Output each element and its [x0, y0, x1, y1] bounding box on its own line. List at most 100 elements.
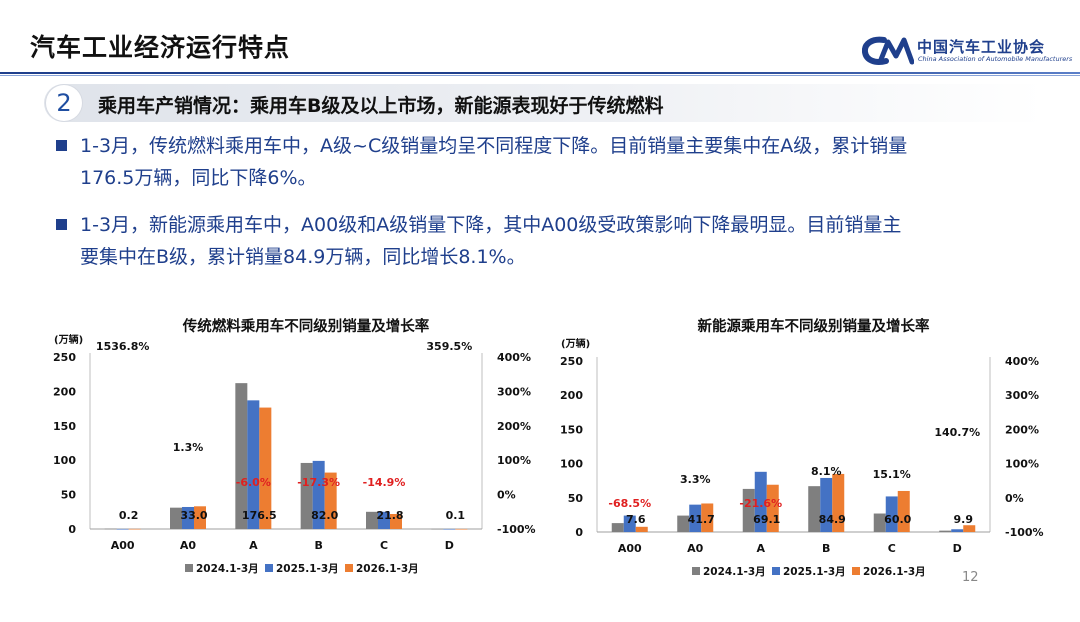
legend-swatch	[692, 567, 700, 575]
bullet-1-line-1: 1-3月，传统燃料乘用车中，A级~C级销量均呈不同程度下降。目前销量主要集中在A…	[80, 135, 908, 157]
bar-a00-0	[611, 523, 624, 532]
x-tick-label: C	[380, 539, 388, 552]
chart-new-energy: 新能源乘用车不同级别销量及增长率 (万辆) 0 50 100 150 200 250 -100%…	[552, 300, 1057, 585]
caam-logo: 中国汽车工业协会 China Association of Automobile…	[862, 34, 1072, 68]
bar-a00-2	[635, 526, 648, 532]
y2-tick-label: 200%	[497, 420, 531, 433]
bullet-2-line-2: 要集中在B级，累计销量84.9万辆，同比增长8.1%。	[80, 246, 526, 268]
growth-rate-label: 1.3%	[173, 441, 204, 454]
bar-d-2	[455, 528, 468, 530]
legend-label: 2026.1-3月	[356, 563, 419, 575]
bar-a-0	[235, 383, 248, 529]
legend-swatch	[852, 567, 860, 575]
y-tick-label: 250	[53, 351, 76, 364]
bar-b-1	[312, 460, 325, 529]
y-tick-label: 50	[61, 489, 77, 502]
y2-tick-label: 100%	[1005, 458, 1039, 471]
bullet-1-text: 1-3月，传统燃料乘用车中，A级~C级销量均呈不同程度下降。目前销量主要集中在A…	[80, 130, 1040, 194]
logo-chinese-name: 中国汽车工业协会	[917, 38, 1046, 56]
y2-tick-label: -100%	[497, 523, 536, 536]
bar-a-1	[247, 400, 260, 529]
y-tick-label: 50	[568, 492, 584, 505]
x-tick-label: A00	[618, 542, 642, 555]
section-title: 乘用车产销情况：乘用车B级及以上市场，新能源表现好于传统燃料	[98, 95, 664, 117]
data-label: 21.8	[376, 509, 403, 522]
data-label: 7.6	[626, 513, 646, 526]
bar-a0-0	[677, 515, 690, 532]
bullet-2: 1-3月，新能源乘用车中，A00级和A级销量下降，其中A00级受政策影响下降最明…	[56, 209, 1036, 273]
legend-swatch	[772, 567, 780, 575]
data-label: 0.1	[446, 509, 466, 522]
bar-b-1	[820, 477, 833, 532]
chart-svg: 新能源乘用车不同级别销量及增长率 (万辆) 0 50 100 150 200 250 -100%…	[560, 317, 1044, 578]
y-tick-label: 0	[68, 523, 76, 536]
bar-c-0	[366, 511, 378, 529]
bullet-2-text: 1-3月，新能源乘用车中，A00级和A级销量下降，其中A00级受政策影响下降最明…	[80, 209, 1040, 273]
chart-svg: 传统燃料乘用车不同级别销量及增长率 (万辆) 0 50 100 150 200 250 -100…	[53, 317, 536, 575]
bar-d-1	[443, 528, 456, 530]
y-tick-label: 0	[575, 526, 583, 539]
bullet-1-line-2: 176.5万辆，同比下降6%。	[80, 167, 317, 189]
x-tick-label: D	[953, 542, 962, 555]
growth-rate-label: -6.0%	[236, 476, 271, 489]
x-tick-label: A	[249, 539, 258, 552]
growth-rate-label: 1536.8%	[96, 340, 149, 353]
bullet-square-icon	[56, 219, 67, 230]
bar-b-2	[324, 472, 337, 529]
growth-rate-label: 140.7%	[934, 426, 980, 439]
section-bar	[44, 84, 1044, 122]
x-tick-label: A0	[180, 539, 197, 552]
legend-label: 2024.1-3月	[196, 563, 259, 575]
growth-rate-label: -17.3%	[297, 476, 340, 489]
page-number: 12	[962, 570, 979, 585]
title-rule-thin	[0, 75, 1080, 76]
data-label: 82.0	[311, 509, 338, 522]
legend-swatch	[345, 564, 353, 572]
y2-tick-label: 0%	[497, 489, 516, 502]
y2-tick-label: 400%	[497, 351, 531, 364]
bar-c-2	[390, 514, 402, 529]
bar-a00-1	[116, 528, 129, 530]
legend-label: 2026.1-3月	[863, 566, 926, 578]
bar-b-2	[832, 473, 845, 532]
y2-tick-label: 300%	[497, 385, 531, 398]
x-tick-label: B	[314, 539, 322, 552]
y-tick-label: 100	[560, 458, 583, 471]
bullet-1: 1-3月，传统燃料乘用车中，A级~C级销量均呈不同程度下降。目前销量主要集中在A…	[56, 130, 1036, 194]
bar-a00-1	[623, 515, 636, 532]
growth-rate-label: -68.5%	[608, 497, 651, 510]
bullet-square-icon	[56, 140, 67, 151]
legend-label: 2025.1-3月	[276, 563, 339, 575]
bar-c-2	[897, 490, 910, 532]
y-axis-unit: (万辆)	[54, 333, 83, 346]
bar-a0-1	[182, 506, 194, 529]
x-tick-label: D	[445, 539, 454, 552]
caam-logo-icon	[862, 36, 914, 65]
data-label: 176.5	[242, 509, 277, 522]
growth-rate-label: 3.3%	[680, 473, 711, 486]
y-tick-label: 250	[560, 355, 583, 368]
chart-title: 新能源乘用车不同级别销量及增长率	[698, 317, 930, 335]
data-label: 9.9	[954, 513, 974, 526]
bar-c-1	[885, 496, 898, 532]
page-title: 汽车工业经济运行特点	[30, 33, 291, 62]
legend-label: 2024.1-3月	[703, 566, 766, 578]
bar-a00-2	[128, 528, 141, 530]
bar-a-0	[742, 488, 755, 532]
y2-tick-label: 200%	[1005, 423, 1039, 436]
y-tick-label: 200	[560, 389, 583, 402]
bar-a0-0	[170, 507, 182, 529]
x-tick-label: A	[756, 542, 765, 555]
y2-tick-label: 100%	[497, 454, 531, 467]
y2-tick-label: 0%	[1005, 492, 1024, 505]
x-tick-label: A00	[111, 539, 135, 552]
y-tick-label: 150	[53, 420, 76, 433]
y2-tick-label: -100%	[1005, 526, 1044, 539]
growth-rate-label: -21.6%	[739, 497, 782, 510]
title-rule	[0, 72, 1080, 74]
bar-d-2	[963, 525, 976, 532]
chart-traditional-fuel: 传统燃料乘用车不同级别销量及增长率 (万辆) 0 50 100 150 200 250 -100…	[40, 300, 545, 585]
growth-rate-label: 15.1%	[873, 468, 911, 481]
bar-a-1	[754, 471, 767, 532]
bar-c-1	[378, 511, 390, 529]
